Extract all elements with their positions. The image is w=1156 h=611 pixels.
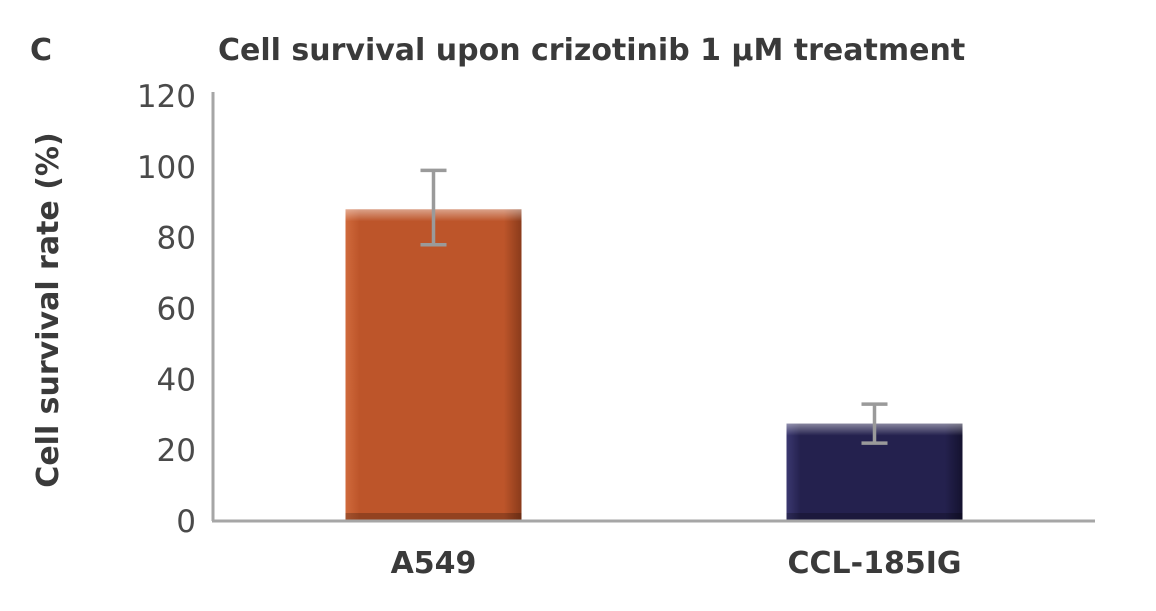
error-bar <box>420 168 447 247</box>
chart-title: Cell survival upon crizotinib 1 μM treat… <box>218 33 965 68</box>
y-tick-label: 80 <box>157 221 196 257</box>
bar-base-shadow <box>786 513 963 521</box>
error-bar <box>861 402 888 445</box>
error-bars <box>420 168 888 445</box>
y-tick-label: 100 <box>137 150 196 186</box>
x-tick-label: CCL-185IG <box>787 546 961 581</box>
bar-a549 <box>345 209 522 522</box>
bar-base-shadow <box>345 513 522 521</box>
y-tick-label: 20 <box>157 433 196 469</box>
y-axis-label: Cell survival rate (%) <box>31 132 66 487</box>
y-tick-label: 120 <box>137 79 196 115</box>
y-axis-ticks: 0 20 40 60 80 100 120 <box>137 79 196 540</box>
x-tick-label: A549 <box>391 546 477 581</box>
panel-label: C <box>30 33 52 68</box>
y-tick-label: 60 <box>157 292 196 328</box>
bar <box>345 209 522 522</box>
y-tick-label: 40 <box>157 362 196 398</box>
x-axis-ticks: A549 CCL-185IG <box>391 546 962 581</box>
bars <box>345 209 963 522</box>
y-tick-label: 0 <box>176 504 196 540</box>
